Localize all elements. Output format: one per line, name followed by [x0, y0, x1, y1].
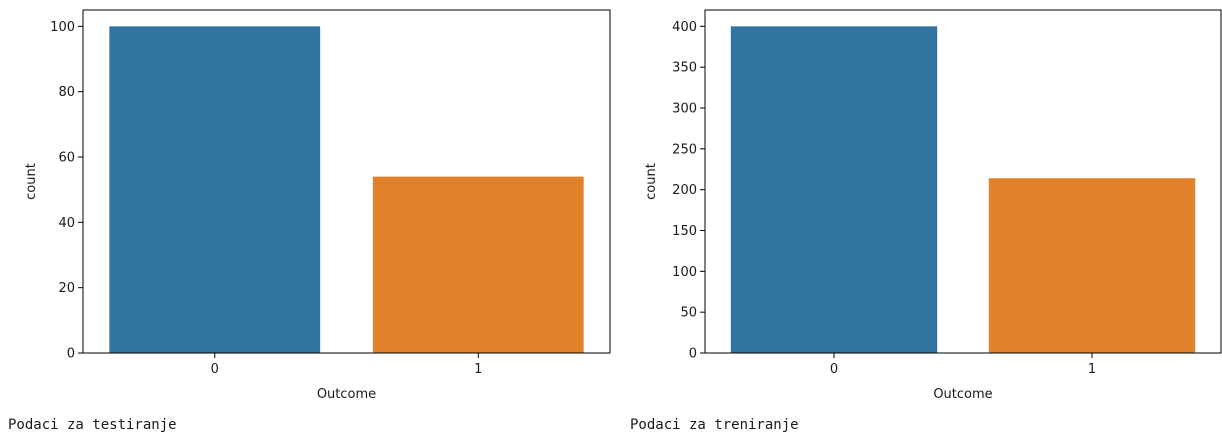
caption-train-data: Podaci za treniranje	[630, 417, 799, 433]
test-xtick-label: 1	[474, 362, 482, 377]
train-xtick-label: 1	[1088, 362, 1096, 377]
train-yaxis-label: count	[644, 163, 659, 200]
train-ytick-label: 350	[672, 61, 697, 76]
test-ytick-label: 0	[67, 347, 75, 362]
train-xtick-label: 0	[830, 362, 838, 377]
train-ytick-label: 50	[680, 306, 697, 321]
test-yaxis-label: count	[24, 163, 39, 200]
caption-test-data: Podaci za testiranje	[8, 417, 177, 433]
test-xtick-label: 0	[211, 362, 219, 377]
test-ytick-label: 40	[58, 216, 75, 231]
test-ytick-label: 20	[58, 281, 75, 296]
train-xaxis-label: Outcome	[933, 387, 992, 402]
test-ytick-label: 80	[58, 85, 75, 100]
test-xaxis-label: Outcome	[317, 387, 376, 402]
test-bar-0	[109, 26, 321, 353]
train-ytick-label: 200	[672, 183, 697, 198]
test-bar-1	[372, 176, 584, 353]
train-ytick-label: 150	[672, 224, 697, 239]
train-ytick-label: 250	[672, 142, 697, 157]
train-axes-frame	[704, 9, 1222, 354]
train-ytick-label: 100	[672, 265, 697, 280]
train-ytick-label: 400	[672, 20, 697, 35]
train-bar-0	[730, 26, 938, 353]
train-ytick-label: 0	[689, 347, 697, 362]
test-axes-frame	[82, 9, 611, 354]
test-ytick-label: 60	[58, 151, 75, 166]
train-ytick-label: 300	[672, 102, 697, 117]
train-bar-1	[988, 178, 1196, 353]
test-ytick-label: 100	[50, 20, 75, 35]
